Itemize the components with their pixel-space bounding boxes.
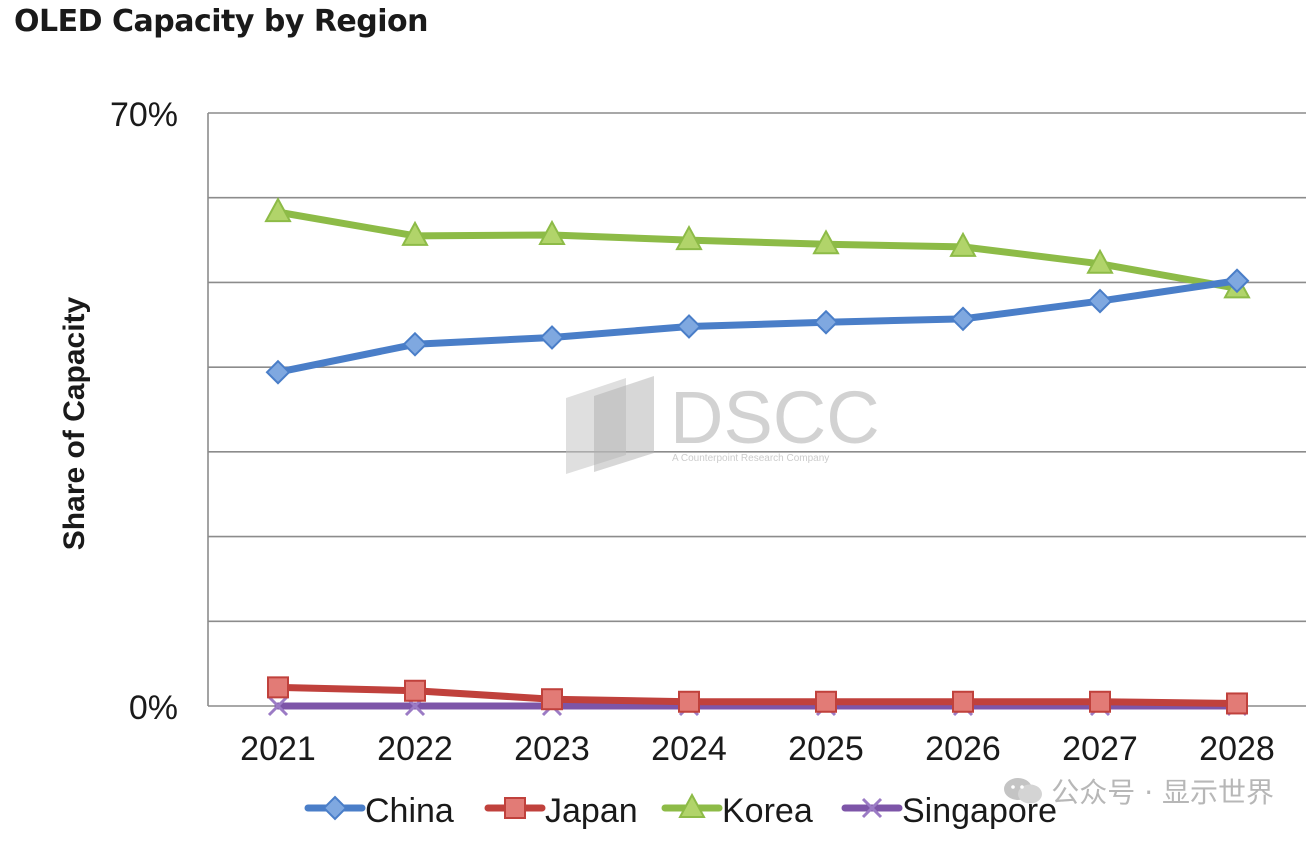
legend-item-china: China [304, 792, 454, 830]
x-tick-label: 2021 [240, 730, 316, 768]
chart-axes: 70% 0% 2021 2022 2023 2024 2025 2026 2027 2028 Sha… [58, 96, 1275, 768]
dscc-logo-icon [566, 376, 654, 474]
data-point-china [1087, 288, 1113, 314]
data-point-korea [538, 219, 566, 245]
data-point-china [1224, 268, 1250, 294]
data-point-korea [675, 224, 703, 251]
data-point-japan [541, 688, 563, 711]
data-point-korea [1086, 248, 1114, 274]
data-point-china [676, 314, 702, 339]
x-tick-label: 2025 [788, 730, 864, 768]
series-line-china [274, 277, 1241, 376]
data-point-singapore [267, 695, 289, 717]
data-point-japan [952, 690, 974, 713]
page-title: OLED Capacity by Region [14, 4, 429, 39]
wechat-account-text: 公众号 · 显示世界 [1051, 776, 1274, 809]
chart-series [264, 197, 1251, 717]
data-point-korea [401, 220, 429, 246]
legend-marker-japan [504, 797, 526, 819]
x-tick-label: 2027 [1062, 730, 1138, 768]
data-point-japan [404, 679, 426, 702]
dscc-tagline-text: A Counterpoint Research Company [672, 453, 829, 464]
y-tick-label: 70% [110, 96, 178, 134]
legend-label-japan: Japan [545, 792, 638, 830]
x-tick-label: 2022 [377, 730, 453, 768]
data-point-china [539, 325, 565, 350]
data-point-china [813, 309, 839, 335]
data-point-japan [267, 676, 289, 699]
data-point-korea [949, 231, 977, 257]
data-point-japan [1089, 690, 1111, 713]
data-point-korea [264, 197, 292, 223]
dscc-brand-text: DSCC [670, 376, 880, 459]
series-line-korea [274, 208, 1241, 292]
y-tick-label: 0% [129, 689, 178, 727]
data-point-japan [815, 690, 837, 713]
wechat-account-watermark: 公众号 · 显示世界 [1003, 771, 1274, 811]
dscc-watermark: DSCC A Counterpoint Research Company [566, 376, 880, 474]
data-point-china [265, 359, 291, 385]
data-point-china [402, 331, 428, 357]
wechat-icon [1003, 776, 1043, 806]
legend-label-china: China [365, 792, 454, 830]
y-axis-label: Share of Capacity [58, 296, 91, 550]
legend-marker-korea [678, 792, 706, 818]
legend-marker-singapore [861, 797, 883, 819]
legend-item-korea: Korea [661, 792, 813, 830]
x-tick-label: 2028 [1199, 730, 1275, 768]
data-point-japan [1226, 692, 1248, 715]
legend-marker-china [322, 795, 348, 821]
legend-item-japan: Japan [484, 792, 638, 830]
data-point-korea [812, 229, 840, 255]
legend-label-korea: Korea [722, 792, 813, 830]
data-point-japan [678, 690, 700, 713]
series-line-japan [274, 683, 1241, 707]
data-point-china [950, 306, 976, 332]
x-tick-label: 2026 [925, 730, 1001, 768]
x-tick-label: 2023 [514, 730, 590, 768]
chart-legend: China Japan Korea Singapore [304, 792, 1057, 830]
x-tick-label: 2024 [651, 730, 727, 768]
